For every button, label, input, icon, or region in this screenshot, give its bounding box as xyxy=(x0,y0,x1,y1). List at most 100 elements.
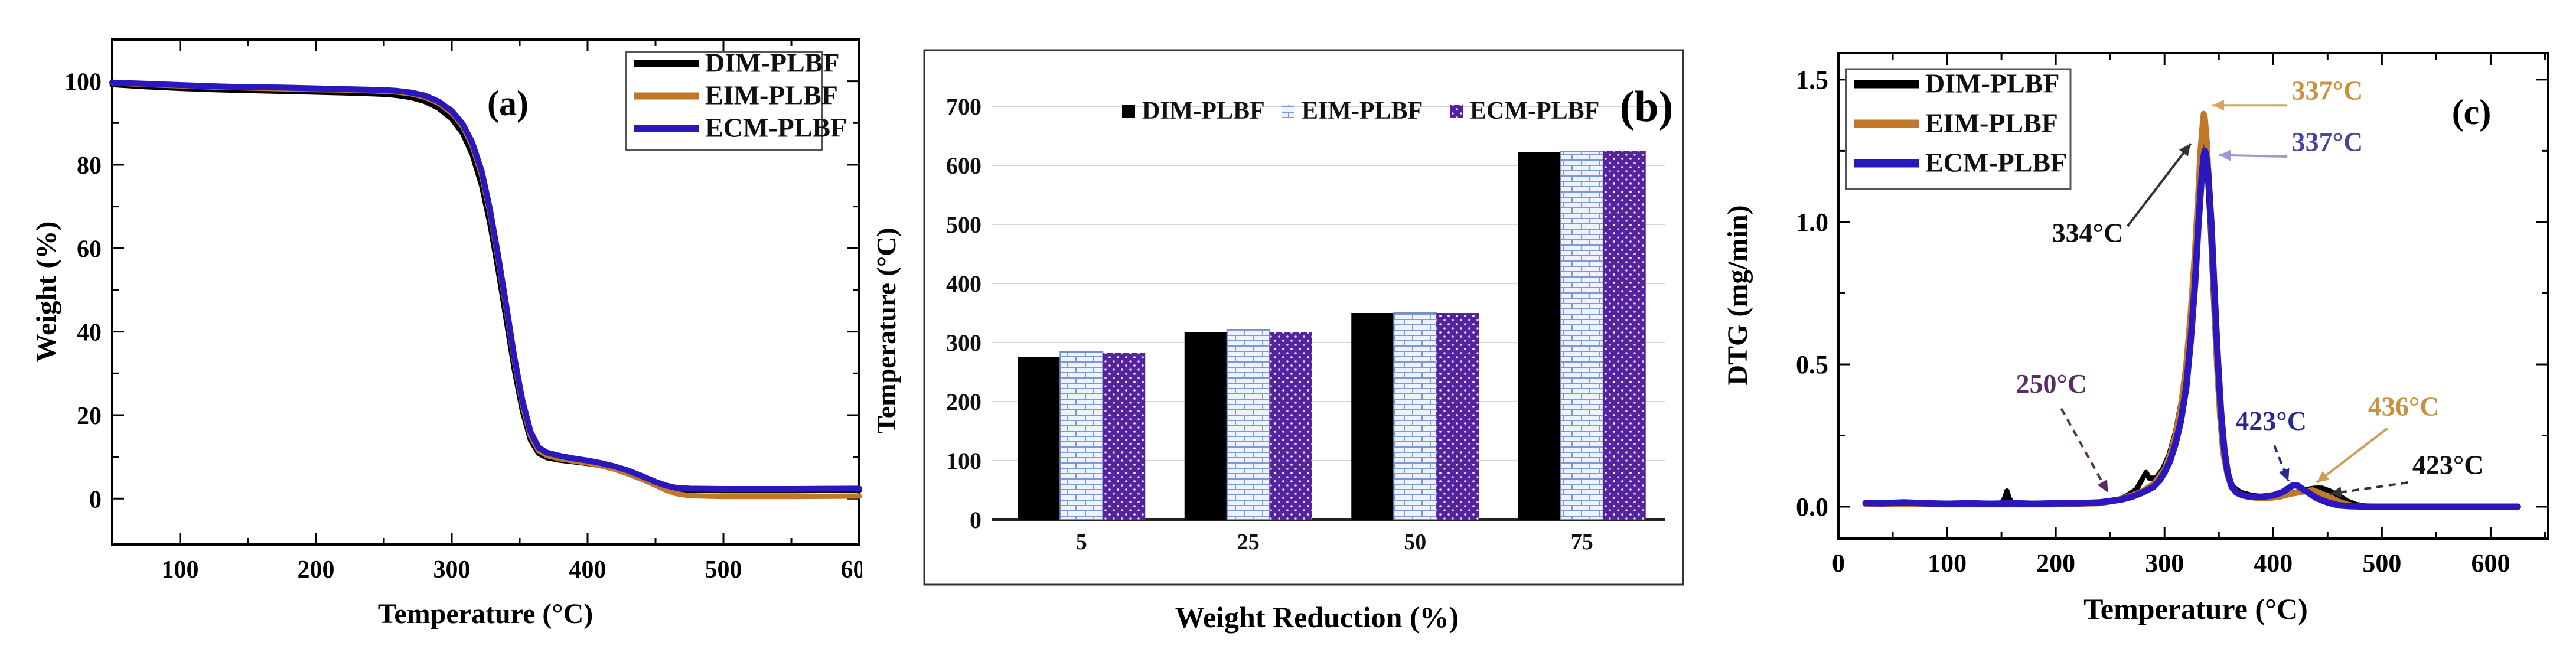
bar-dim-plbf-50 xyxy=(1351,313,1394,520)
y-tick-label: 0.0 xyxy=(1796,493,1828,521)
y-tick-label: 100 xyxy=(64,69,102,96)
y-tick-label: 40 xyxy=(77,319,102,347)
x-axis-title: Weight Reduction (%) xyxy=(1175,601,1459,634)
x-tick-label: 300 xyxy=(433,556,471,583)
panel-b-bar-chart: 0 100 200 300 400 500 600 700 5 25 50 75 DIM-PLBF EIM… xyxy=(868,0,1719,662)
y-tick-label: 0.5 xyxy=(1796,350,1828,379)
bar-ecm-plbf-50 xyxy=(1436,313,1479,520)
y-tick-label: 1.5 xyxy=(1796,66,1828,94)
tga-weight-chart: 100 200 300 400 500 600 0 20 40 60 80 100 Temperatur… xyxy=(31,38,878,630)
x-tick-label: 200 xyxy=(298,556,335,583)
annotation-temperature-label: 423°C xyxy=(2235,406,2307,436)
plot-frame xyxy=(111,38,860,546)
legend-swatch-eim-plbf xyxy=(1282,105,1294,118)
legend-label: ECM-PLBF xyxy=(705,113,847,143)
bar-ecm-plbf-25 xyxy=(1269,332,1312,520)
x-tick-label: 200 xyxy=(2036,549,2075,578)
arrowhead xyxy=(2279,468,2290,481)
category-label: 75 xyxy=(1571,530,1593,555)
arrowhead xyxy=(2330,487,2343,498)
x-axis-title: Temperature (°C) xyxy=(2083,592,2308,625)
x-tick-label: 500 xyxy=(705,556,742,583)
arrowhead xyxy=(2097,479,2108,493)
y-tick-label: 80 xyxy=(77,152,102,180)
legend-label: DIM-PLBF xyxy=(1925,69,2059,99)
y-tick-label: 500 xyxy=(946,211,982,238)
y-axis-title: Temperature (°C) xyxy=(871,227,901,433)
legend-swatch-dim-plbf xyxy=(1122,105,1135,118)
panel-label-c: (c) xyxy=(2452,93,2492,132)
annotation-leader-line xyxy=(2060,407,2109,493)
bar-eim-plbf-50 xyxy=(1393,312,1437,520)
legend-label: DIM-PLBF xyxy=(1142,97,1265,125)
y-tick-label: 400 xyxy=(946,270,982,297)
plot-frame xyxy=(1837,52,2549,540)
y-axis-title: Weight (%) xyxy=(35,221,62,363)
arrowhead xyxy=(2219,149,2231,161)
x-tick-label: 100 xyxy=(1928,549,1967,578)
y-tick-label: 600 xyxy=(946,152,982,179)
bar-eim-plbf-25 xyxy=(1226,329,1270,520)
legend-label: EIM-PLBF xyxy=(1302,97,1423,125)
panel-c-dtg-chart: 0 100 200 300 400 500 600 0.0 0.5 1.0 1.5 Temperatu… xyxy=(1713,0,2576,662)
bar-eim-plbf-75 xyxy=(1560,151,1604,520)
y-tick-label: 0 xyxy=(970,507,982,533)
legend-box xyxy=(625,51,823,151)
annotation-temperature-label: 334°C xyxy=(2052,218,2124,248)
bar-ecm-plbf-75 xyxy=(1603,151,1646,520)
bar-dim-plbf-25 xyxy=(1184,332,1227,520)
x-tick-label: 400 xyxy=(569,556,606,583)
category-label: 25 xyxy=(1237,530,1260,555)
annotation-temperature-label: 250°C xyxy=(2016,368,2087,399)
y-tick-label: 100 xyxy=(946,448,982,474)
x-tick-label: 100 xyxy=(162,556,199,583)
annotation-leader-line xyxy=(2273,445,2290,482)
annotation-temperature-label: 337°C xyxy=(2292,126,2363,156)
x-axis-title: Temperature (°C) xyxy=(378,598,593,630)
legend-box xyxy=(1845,68,2072,190)
panel-label-b: (b) xyxy=(1620,83,1673,131)
bar-ecm-plbf-5 xyxy=(1103,353,1146,520)
legend-label: EIM-PLBF xyxy=(705,80,838,110)
annotation-leader-line xyxy=(2127,143,2192,227)
annotation-leader-line xyxy=(2316,427,2388,484)
category-label: 5 xyxy=(1076,530,1087,555)
y-tick-label: 200 xyxy=(946,389,982,415)
legend-label: ECM-PLBF xyxy=(1925,148,2067,178)
x-tick-label: 300 xyxy=(2145,549,2184,578)
y-tick-label: 0 xyxy=(89,486,102,513)
legend-label: EIM-PLBF xyxy=(1925,108,2058,138)
y-tick-label: 60 xyxy=(77,236,102,263)
x-tick-label: 400 xyxy=(2254,549,2293,578)
x-tick-label: 500 xyxy=(2362,549,2401,578)
y-tick-label: 20 xyxy=(77,403,102,430)
x-tick-label: 600 xyxy=(841,556,863,583)
dtg-chart: 0 100 200 300 400 500 600 0.0 0.5 1.0 1.5 Temperatu… xyxy=(1722,52,2549,625)
bar-dim-plbf-5 xyxy=(1018,357,1061,520)
panel-a-tga-chart: 100 200 300 400 500 600 0 20 40 60 80 100 Temperatur… xyxy=(31,0,878,662)
y-tick-label: 700 xyxy=(946,93,982,120)
arrowhead xyxy=(2179,144,2191,156)
legend-swatch-ecm-plbf xyxy=(1450,105,1463,118)
y-axis-title: DTG (mg/min) xyxy=(1722,205,1753,385)
annotation-temperature-label: 337°C xyxy=(2292,76,2363,106)
category-label: 50 xyxy=(1404,530,1426,555)
panel-label-a: (a) xyxy=(487,84,529,123)
legend-label: ECM-PLBF xyxy=(1470,97,1599,125)
annotation-temperature-label: 436°C xyxy=(2368,392,2440,422)
bar-dim-plbf-75 xyxy=(1518,152,1561,520)
x-tick-label: 0 xyxy=(1832,549,1845,578)
legend-label: DIM-PLBF xyxy=(705,48,839,78)
series-curve-ecm-plbf xyxy=(1862,147,2521,510)
weight-reduction-bar-chart: 0 100 200 300 400 500 600 700 5 25 50 75 DIM-PLBF EIM… xyxy=(871,49,1684,634)
series-curve-ecm-plbf xyxy=(109,79,862,493)
arrowhead xyxy=(2212,99,2225,111)
bar-eim-plbf-5 xyxy=(1059,351,1104,520)
annotation-leader-line xyxy=(2329,481,2408,495)
y-tick-label: 1.0 xyxy=(1796,208,1828,237)
x-tick-label: 600 xyxy=(2471,549,2510,578)
annotation-temperature-label: 423°C xyxy=(2412,450,2484,480)
arrowhead xyxy=(2316,471,2330,483)
y-tick-label: 300 xyxy=(946,330,982,356)
